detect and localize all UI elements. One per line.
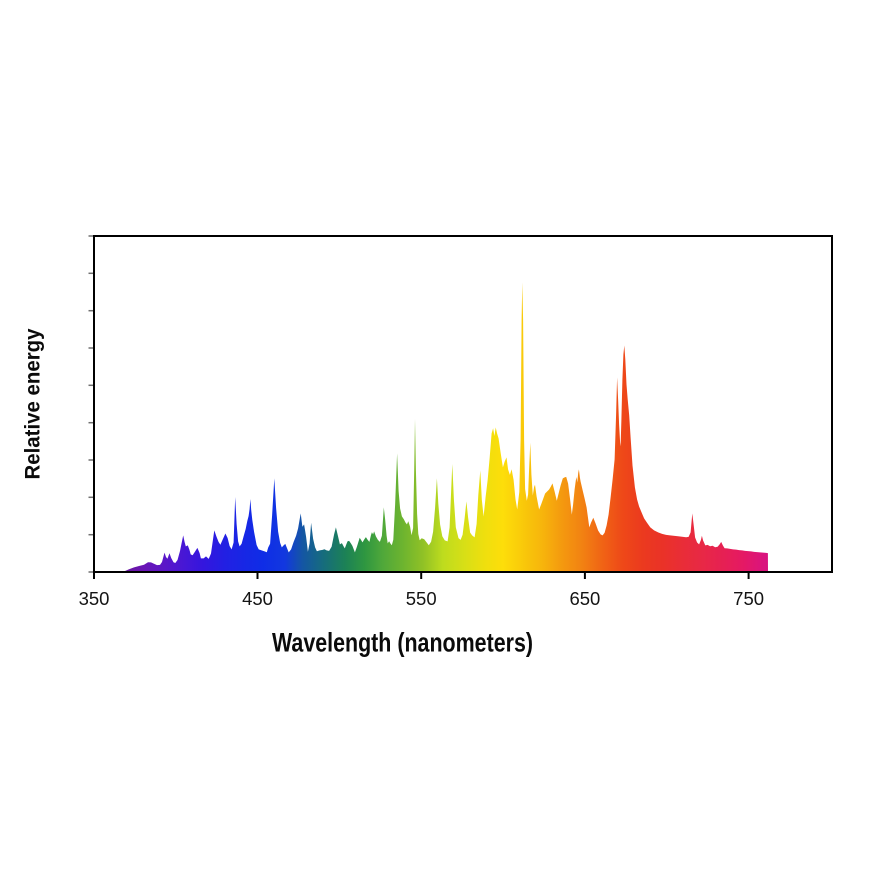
svg-text:650: 650 [569,588,600,609]
svg-text:Wavelength (nanometers): Wavelength (nanometers) [272,628,533,658]
svg-text:Relative energy: Relative energy [21,328,45,479]
svg-text:550: 550 [406,588,437,609]
svg-text:750: 750 [733,588,764,609]
svg-text:450: 450 [242,588,273,609]
svg-text:350: 350 [79,588,110,609]
